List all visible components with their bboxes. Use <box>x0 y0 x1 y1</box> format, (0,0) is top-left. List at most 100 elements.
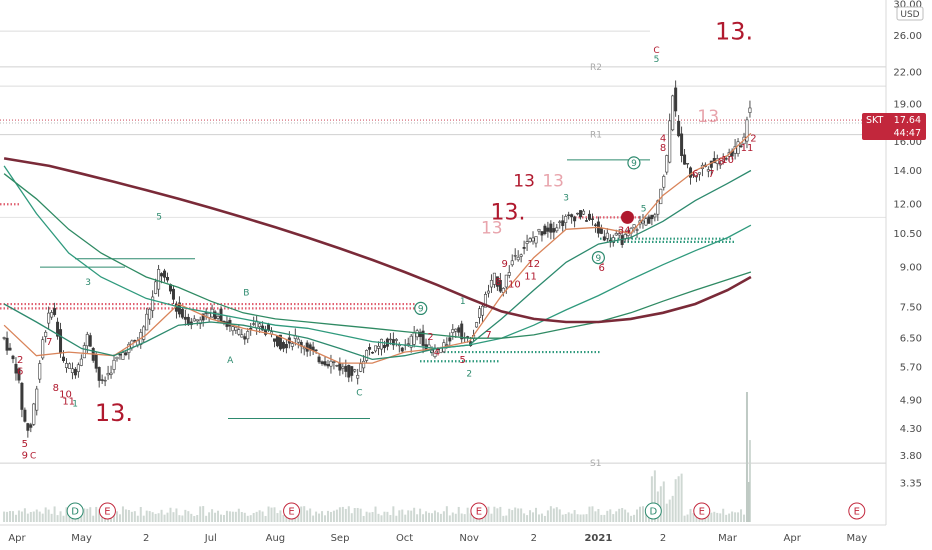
event-marker-label: D <box>71 507 79 518</box>
volume-bar <box>686 514 689 522</box>
volume-bar <box>380 515 383 522</box>
volume-bar <box>252 512 255 522</box>
volume-bar <box>377 513 380 522</box>
candle-body <box>590 218 594 220</box>
volume-bar <box>136 515 139 522</box>
volume-bar <box>558 509 561 522</box>
candle-body <box>409 335 413 348</box>
volume-bar <box>264 515 267 522</box>
dividend-marker[interactable] <box>644 502 662 520</box>
candle-body <box>76 364 80 372</box>
volume-bar <box>460 513 463 522</box>
volume-bar <box>520 508 523 522</box>
volume-bar <box>469 513 472 522</box>
volume-bar <box>145 510 148 522</box>
event-marker-label: E <box>854 507 860 518</box>
volume-bar <box>606 510 609 522</box>
candle-body <box>284 343 288 349</box>
volume-bar <box>523 513 526 522</box>
volume-bar <box>237 508 240 522</box>
x-tick-label: Aug <box>266 533 286 544</box>
candle-body <box>240 334 244 338</box>
candle-body <box>94 354 98 369</box>
volume-bar <box>95 506 98 522</box>
circled-marker <box>591 250 606 265</box>
candle-body <box>537 229 541 232</box>
candle-body <box>160 273 164 277</box>
candle-body <box>67 363 71 369</box>
candle-body <box>166 276 170 281</box>
volume-bar <box>731 511 734 522</box>
earnings-marker[interactable] <box>848 502 866 520</box>
volume-bar <box>255 511 258 522</box>
candle-body <box>35 388 39 411</box>
dividend-marker[interactable] <box>66 502 84 520</box>
volume-bar <box>228 511 231 522</box>
volume-bar <box>80 511 83 522</box>
candle-body <box>445 344 449 346</box>
y-tick-label: 3.80 <box>900 451 922 462</box>
event-marker-label: E <box>476 507 482 518</box>
volume-bar <box>261 511 264 522</box>
volume-bar <box>50 513 53 522</box>
candle-body <box>567 214 571 216</box>
earnings-marker[interactable] <box>283 502 301 520</box>
candle-body <box>145 313 149 331</box>
volume-bar <box>410 510 413 522</box>
volume-bar <box>505 515 508 522</box>
volume-bar <box>624 509 627 522</box>
candle-body <box>531 237 535 242</box>
candle-body <box>88 335 92 347</box>
volume-bar <box>454 513 457 522</box>
candle-body <box>332 361 336 363</box>
moving-average-line <box>3 169 752 361</box>
candle-body <box>662 176 666 188</box>
candle-body <box>528 238 532 242</box>
volume-bar <box>190 513 193 522</box>
candle-body <box>335 364 339 367</box>
candle-body <box>457 327 461 333</box>
study-annotation: 4 <box>660 133 666 144</box>
candle-body <box>454 328 458 332</box>
candle-body <box>507 272 511 276</box>
volume-bar <box>166 512 169 522</box>
volume-bar <box>433 510 436 522</box>
volume-bar <box>627 512 630 522</box>
volume-bar <box>338 507 341 522</box>
volume-bar <box>356 507 359 522</box>
candle-body <box>605 232 609 239</box>
circled-marker-label: 9 <box>596 254 602 264</box>
candle-body <box>492 272 496 285</box>
volume-bar <box>83 508 86 522</box>
volume-bar <box>594 511 597 522</box>
study-annotation: 13 <box>513 172 535 192</box>
volume-bar <box>603 514 606 522</box>
volume-bar <box>413 507 416 522</box>
study-annotation: 9 <box>502 259 508 270</box>
candle-body <box>73 368 77 376</box>
candle-body <box>29 424 33 428</box>
candle-body <box>504 274 508 288</box>
volume-bar <box>297 512 300 522</box>
candle-body <box>195 319 199 322</box>
volume-bar <box>641 506 644 522</box>
earnings-marker[interactable] <box>98 502 116 520</box>
volume-bar <box>113 511 116 522</box>
volume-bar <box>3 511 6 522</box>
study-annotation: 8 <box>53 383 59 394</box>
study-annotation: 5 <box>22 439 28 450</box>
candle-body <box>157 269 161 290</box>
volume-bar <box>246 515 249 522</box>
earnings-marker[interactable] <box>470 502 488 520</box>
candle-body <box>671 95 675 131</box>
candle-body <box>388 338 392 341</box>
volume-bar <box>11 511 14 522</box>
volume-bar <box>532 512 535 522</box>
earnings-marker[interactable] <box>693 502 711 520</box>
candle-body <box>32 403 36 425</box>
volume-bar <box>564 514 567 522</box>
volume-bar <box>567 512 570 522</box>
volume-bar <box>303 506 306 522</box>
volume-bar <box>41 513 44 522</box>
